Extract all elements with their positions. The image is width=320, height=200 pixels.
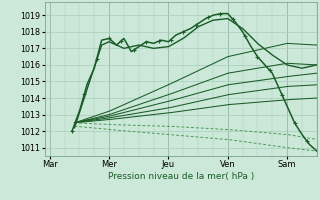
X-axis label: Pression niveau de la mer( hPa ): Pression niveau de la mer( hPa ) bbox=[108, 172, 254, 181]
